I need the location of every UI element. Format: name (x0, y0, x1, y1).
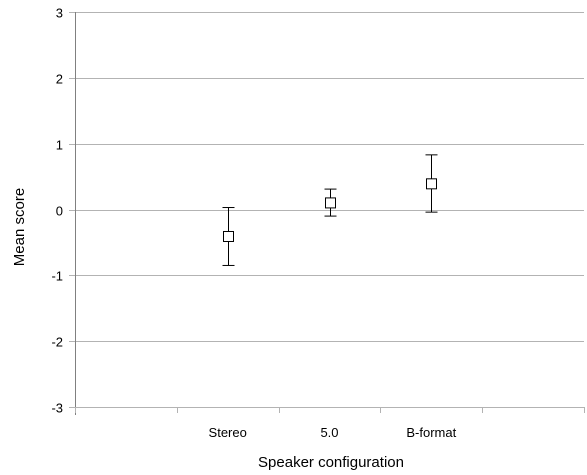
x-tick-label: Stereo (209, 425, 247, 440)
y-tick-label: 0 (56, 204, 63, 219)
y-tick-label: -2 (51, 335, 63, 350)
gridlines (69, 12, 584, 408)
y-tick-label: 1 (56, 138, 63, 153)
y-tick-label: -3 (51, 401, 63, 416)
data-marks (222, 154, 438, 266)
y-tick-label: 2 (56, 72, 63, 87)
data-point-marker (426, 178, 437, 190)
y-tick-label: 3 (56, 6, 63, 21)
x-tick-label: 5.0 (320, 425, 338, 440)
data-point-marker (325, 197, 336, 209)
x-tick-labels: Stereo 5.0 B-format (75, 407, 585, 440)
y-tick-labels: 3 2 1 0 -1 -2 -3 (51, 6, 63, 416)
data-point-marker (223, 230, 234, 242)
y-tick-label: -1 (51, 269, 63, 284)
x-tick-label: B-format (406, 425, 456, 440)
y-axis-title: Mean score (11, 188, 28, 266)
x-axis-title: Speaker configuration (258, 454, 404, 471)
